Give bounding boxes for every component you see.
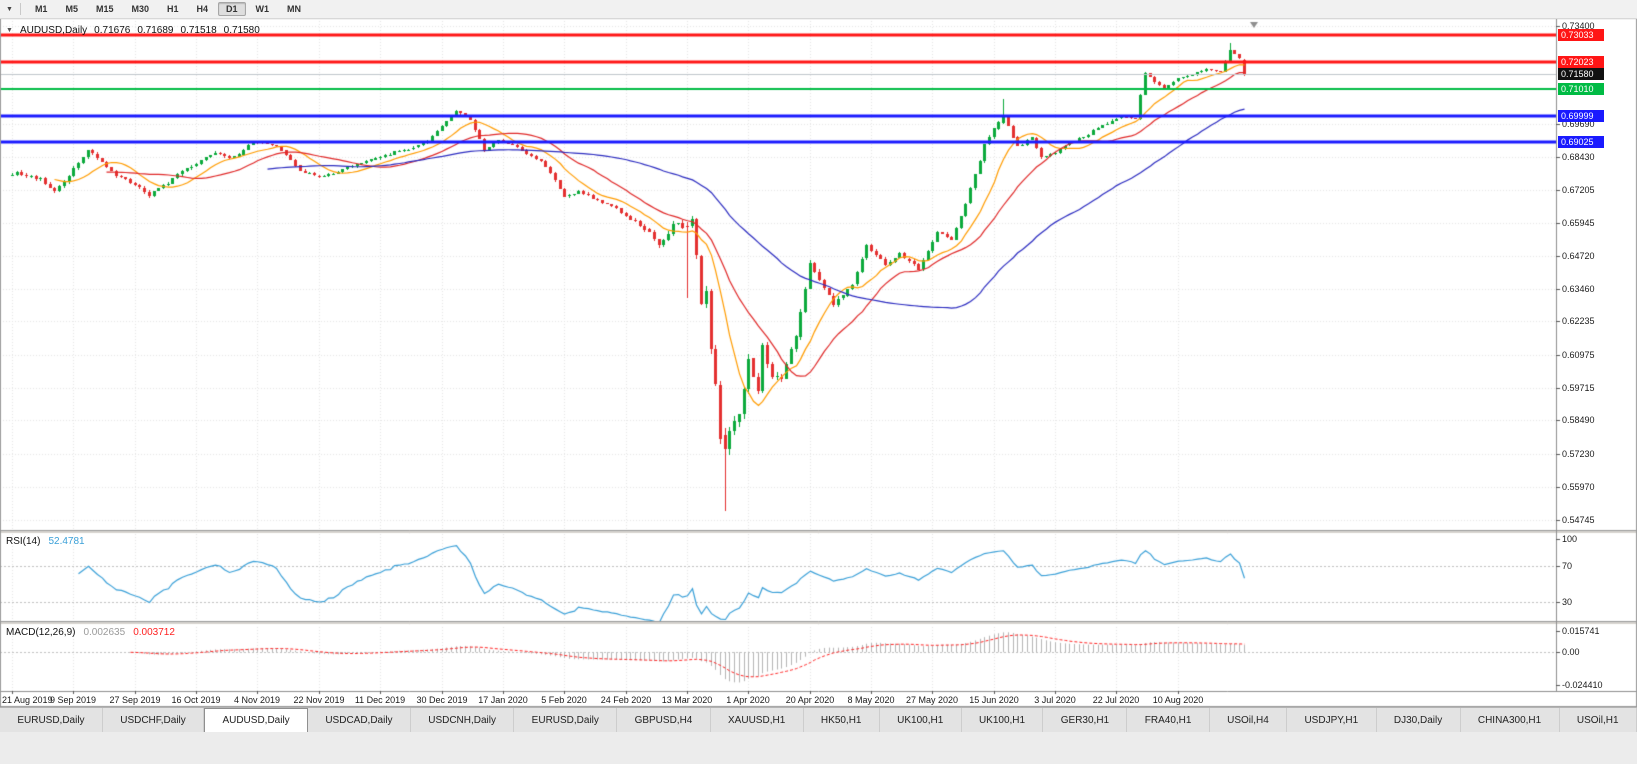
timeframe-button-mn[interactable]: MN xyxy=(287,4,302,14)
timeframe-button-h1[interactable]: H1 xyxy=(167,4,179,14)
chart-tab-16-china300-h1[interactable]: CHINA300,H1 xyxy=(1460,708,1560,732)
toolbar-separator xyxy=(19,3,21,15)
status-bar xyxy=(0,731,1637,764)
timeframe-button-m30[interactable]: M30 xyxy=(131,4,149,14)
chart-tab-3-usdcad-daily[interactable]: USDCAD,Daily xyxy=(308,708,411,732)
chart-tab-6-gbpusd-h4[interactable]: GBPUSD,H4 xyxy=(617,708,711,732)
chart-tabs-bar: EURUSD,Daily USDCHF,Daily AUDUSD,Daily USDC… xyxy=(0,707,1637,732)
chart-tab-8-hk50-h1[interactable]: HK50,H1 xyxy=(803,708,880,732)
one-click-trading-icon[interactable]: ▼ xyxy=(6,27,13,34)
chart-tab-7-xauusd-h1[interactable]: XAUUSD,H1 xyxy=(710,708,804,732)
timeframe-button-w1[interactable]: W1 xyxy=(255,4,270,14)
timeframe-button-d1[interactable]: D1 xyxy=(218,2,246,16)
chart-tab-0-eurusd-daily[interactable]: EURUSD,Daily xyxy=(0,708,103,732)
chart-tab-10-uk100-h1[interactable]: UK100,H1 xyxy=(961,708,1044,732)
timeframe-button-m5[interactable]: M5 xyxy=(65,4,78,14)
timeframe-buttons: M1 M5 M15 M30 H1 H4 D1 W1 MN xyxy=(26,2,310,16)
timeframe-button-m15[interactable]: M15 xyxy=(95,4,114,14)
chart-tab-9-uk100-h1[interactable]: UK100,H1 xyxy=(879,708,962,732)
chart-tab-13-usoil-h4[interactable]: USOil,H4 xyxy=(1209,708,1288,732)
chart-tab-1-usdchf-daily[interactable]: USDCHF,Daily xyxy=(102,708,205,732)
timeframe-button-m1[interactable]: M1 xyxy=(34,4,48,14)
timeframe-toolbar: ▼ M1 M5 M15 M30 H1 H4 D1 W1 MN xyxy=(0,0,1637,19)
chart-tab-11-ger30-h1[interactable]: GER30,H1 xyxy=(1043,708,1128,732)
chart-tab-4-usdcnh-daily[interactable]: USDCNH,Daily xyxy=(410,708,515,732)
chart-tab-5-eurusd-daily[interactable]: EURUSD,Daily xyxy=(514,708,618,732)
timeframe-button-h4[interactable]: H4 xyxy=(196,4,209,14)
price-chart-canvas[interactable] xyxy=(0,18,1637,707)
chart-tab-17-usoil-h1[interactable]: USOil,H1 xyxy=(1559,708,1637,732)
charts-dropdown-icon[interactable]: ▼ xyxy=(6,5,13,13)
chart-tab-14-usdjpy-h1[interactable]: USDJPY,H1 xyxy=(1287,708,1377,732)
chart-tab-2-audusd-daily[interactable]: AUDUSD,Daily xyxy=(204,708,308,732)
chart-tab-12-fra40-h1[interactable]: FRA40,H1 xyxy=(1127,708,1210,732)
chart-tab-15-dj30-daily[interactable]: DJ30,Daily xyxy=(1376,708,1461,732)
